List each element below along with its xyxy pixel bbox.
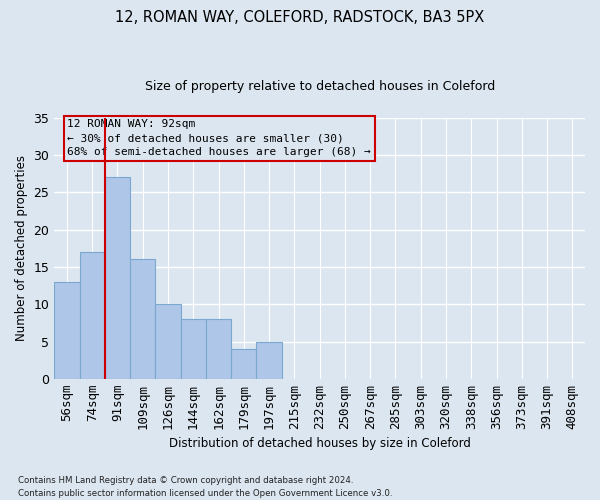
Bar	[155, 304, 181, 379]
Title: Size of property relative to detached houses in Coleford: Size of property relative to detached ho…	[145, 80, 495, 93]
Bar	[231, 349, 256, 379]
Bar	[105, 178, 130, 379]
Text: 12 ROMAN WAY: 92sqm
← 30% of detached houses are smaller (30)
68% of semi-detach: 12 ROMAN WAY: 92sqm ← 30% of detached ho…	[67, 120, 371, 158]
Text: Contains HM Land Registry data © Crown copyright and database right 2024.
Contai: Contains HM Land Registry data © Crown c…	[18, 476, 392, 498]
Bar	[80, 252, 105, 379]
Bar	[206, 319, 231, 379]
X-axis label: Distribution of detached houses by size in Coleford: Distribution of detached houses by size …	[169, 437, 470, 450]
Text: 12, ROMAN WAY, COLEFORD, RADSTOCK, BA3 5PX: 12, ROMAN WAY, COLEFORD, RADSTOCK, BA3 5…	[115, 10, 485, 25]
Bar	[181, 319, 206, 379]
Bar	[130, 260, 155, 379]
Bar	[256, 342, 282, 379]
Bar	[54, 282, 80, 379]
Y-axis label: Number of detached properties: Number of detached properties	[15, 156, 28, 342]
